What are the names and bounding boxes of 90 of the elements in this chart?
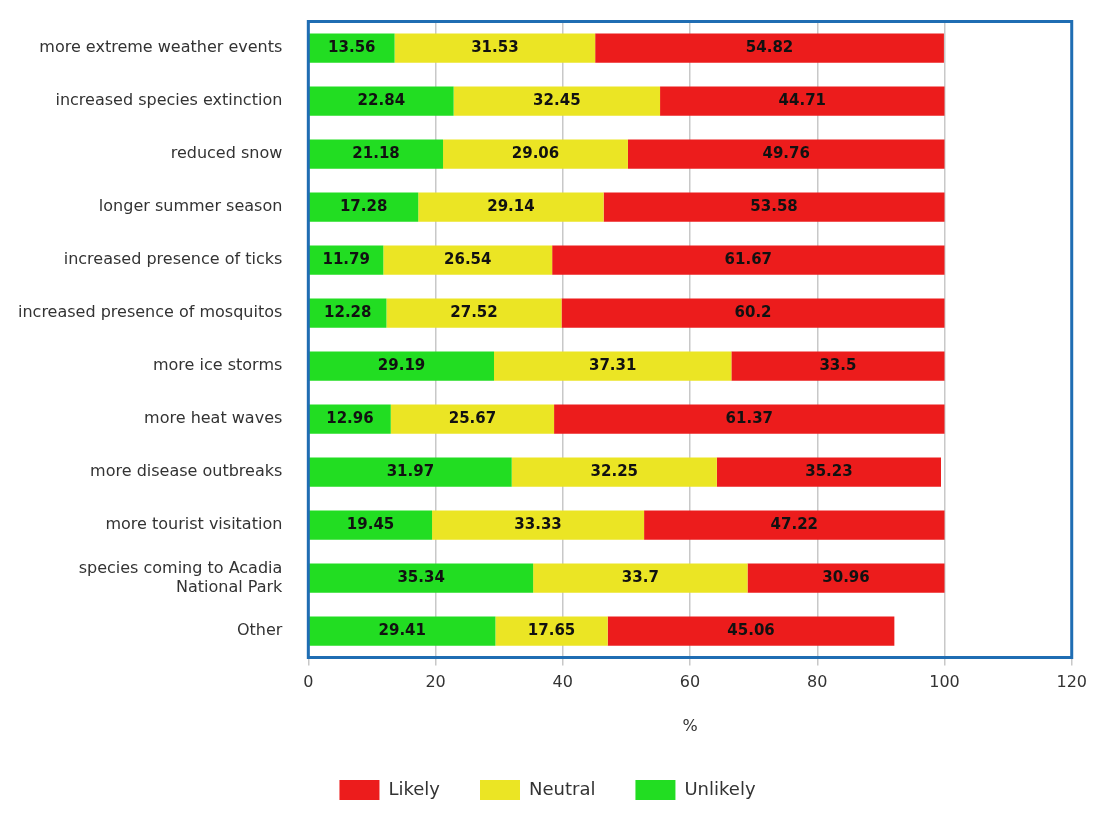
y-tick-label: reduced snow <box>170 143 283 163</box>
bar <box>716 457 941 487</box>
bar <box>309 139 444 169</box>
data-label: 33.33 <box>514 514 562 533</box>
x-tick-label: 120 <box>1056 672 1087 692</box>
bar <box>552 245 945 275</box>
data-label: 53.58 <box>750 196 798 215</box>
data-label: 32.25 <box>590 461 639 480</box>
bar <box>644 510 945 540</box>
data-label: 31.53 <box>471 37 519 56</box>
y-tick-label: increased species extinction <box>55 90 283 110</box>
data-label: 12.28 <box>324 302 372 321</box>
data-label: 61.37 <box>725 408 774 427</box>
bar <box>511 457 717 487</box>
y-tick-label: increased presence of ticks <box>63 249 283 269</box>
data-label: 31.97 <box>386 461 435 480</box>
bar <box>390 404 555 434</box>
data-label: 44.71 <box>778 90 826 109</box>
x-tick-label: 80 <box>807 672 828 692</box>
data-label: 17.65 <box>527 620 576 639</box>
bar <box>747 563 945 593</box>
y-tick-label: more heat waves <box>144 408 283 428</box>
data-label: 29.06 <box>511 143 560 162</box>
data-label: 30.96 <box>822 567 870 586</box>
data-label: 17.28 <box>339 196 388 215</box>
data-label: 27.52 <box>450 302 498 321</box>
x-tick-label: 0 <box>303 672 314 692</box>
data-label: 22.84 <box>357 90 406 109</box>
y-tick-label: more disease outbreaks <box>90 461 283 481</box>
bar <box>383 245 553 275</box>
bar <box>533 563 748 593</box>
bar <box>432 510 645 540</box>
data-label: 25.67 <box>448 408 497 427</box>
data-label: 45.06 <box>727 620 775 639</box>
data-label: 32.45 <box>533 90 581 109</box>
bar <box>418 192 604 222</box>
bar <box>660 86 945 116</box>
data-label: 11.79 <box>322 249 370 268</box>
data-label: 49.76 <box>762 143 810 162</box>
data-label: 47.22 <box>770 514 819 533</box>
y-tick-label: more tourist visitation <box>105 514 283 534</box>
bar <box>554 404 945 434</box>
bar <box>561 298 945 328</box>
y-tick-label: longer summer season <box>98 196 283 216</box>
y-tick-label: more extreme weather events <box>39 37 283 57</box>
data-label: 35.34 <box>397 567 445 586</box>
bar <box>603 192 945 222</box>
bar <box>494 351 732 381</box>
bar <box>309 457 512 487</box>
x-tick-label: 60 <box>679 672 701 692</box>
y-tick-label: more ice storms <box>152 355 283 375</box>
data-label: 29.14 <box>487 196 535 215</box>
legend-label: Likely <box>388 777 441 799</box>
data-label: 26.54 <box>444 249 492 268</box>
data-label: 33.5 <box>819 355 857 374</box>
data-label: 12.96 <box>326 408 374 427</box>
bar <box>309 616 496 646</box>
bar <box>309 86 454 116</box>
bar <box>309 351 495 381</box>
data-label: 60.2 <box>734 302 772 321</box>
bar <box>607 616 895 646</box>
data-label: 19.45 <box>346 514 395 533</box>
data-label: 21.18 <box>352 143 400 162</box>
bar <box>495 616 608 646</box>
data-label: 37.31 <box>588 355 637 374</box>
data-label: 29.19 <box>377 355 426 374</box>
legend-label: Unlikely <box>684 777 756 799</box>
bar <box>443 139 628 169</box>
data-label: 29.41 <box>378 620 426 639</box>
data-label: 13.56 <box>328 37 376 56</box>
bar <box>731 351 945 381</box>
data-label: 54.82 <box>745 37 794 56</box>
data-label: 35.23 <box>805 461 853 480</box>
legend-label: Neutral <box>529 777 596 799</box>
y-tick-label: increased presence of mosquitos <box>18 302 283 322</box>
bar <box>386 298 562 328</box>
x-tick-label: 40 <box>552 672 573 692</box>
data-label: 61.67 <box>724 249 773 268</box>
bar <box>394 33 596 63</box>
bar <box>595 33 944 63</box>
y-tick-label: species coming to Acadia National Park <box>78 557 284 596</box>
x-tick-label: 20 <box>425 672 446 692</box>
bar <box>453 86 661 116</box>
data-label: 33.7 <box>621 567 659 586</box>
x-tick-label: 100 <box>929 672 960 692</box>
y-tick-label: Other <box>236 620 283 640</box>
bar <box>309 510 433 540</box>
x-axis-title: % <box>682 715 698 735</box>
bar <box>309 563 534 593</box>
bar <box>627 139 945 169</box>
